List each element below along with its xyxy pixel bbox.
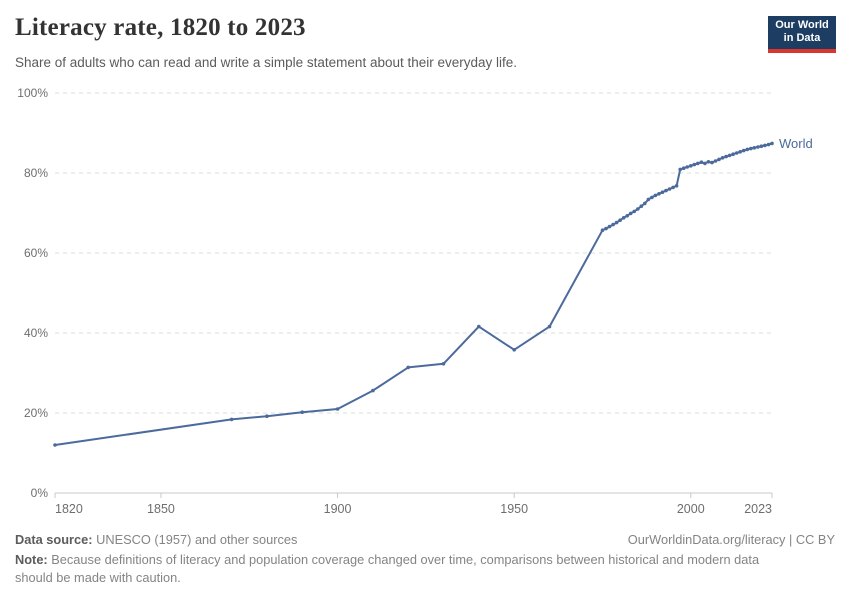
data-point <box>678 167 682 172</box>
y-tick-label: 0% <box>31 486 49 500</box>
data-point <box>749 146 753 151</box>
data-point <box>650 195 654 200</box>
data-point <box>717 157 721 162</box>
data-point <box>671 185 675 190</box>
data-point <box>646 197 651 202</box>
chart-note: Note: Because definitions of literacy an… <box>15 551 799 587</box>
data-point <box>639 204 644 208</box>
page-title: Literacy rate, 1820 to 2023 <box>15 14 306 41</box>
y-tick-label: 80% <box>24 166 48 180</box>
data-point <box>766 142 771 147</box>
owid-logo-line2: in Data <box>783 32 821 44</box>
data-point <box>53 443 57 447</box>
data-point <box>699 160 704 164</box>
data-point <box>667 187 672 191</box>
data-point <box>752 146 757 150</box>
y-tick-label: 100% <box>17 86 48 100</box>
data-point <box>713 159 718 163</box>
data-point <box>724 154 728 159</box>
data-point <box>738 150 742 154</box>
data-point <box>703 161 707 166</box>
data-point <box>441 362 446 366</box>
data-point <box>335 407 340 411</box>
note-label: Note: <box>15 552 48 567</box>
data-point <box>710 160 714 165</box>
data-point <box>628 211 633 216</box>
data-point <box>720 156 725 160</box>
data-point <box>406 365 411 370</box>
data-point <box>371 388 375 393</box>
data-point <box>618 218 622 222</box>
data-point <box>763 143 767 148</box>
data-point <box>685 165 689 169</box>
series-line-world <box>54 142 773 446</box>
data-point <box>604 226 608 231</box>
data-point <box>674 184 679 188</box>
data-point <box>731 152 735 156</box>
chart-subtitle: Share of adults who can read and write a… <box>15 55 518 70</box>
data-point <box>607 224 612 229</box>
data-point <box>621 216 626 220</box>
data-point <box>512 348 516 352</box>
license-link[interactable]: OurWorldinData.org/literacy | CC BY <box>627 532 835 547</box>
x-tick-label: 1900 <box>324 502 352 516</box>
x-tick-label: 2023 <box>744 502 772 516</box>
data-point <box>632 209 637 214</box>
x-tick-label: 1820 <box>55 502 83 516</box>
data-point <box>265 414 269 419</box>
owid-logo-line1: Our World <box>775 19 829 31</box>
data-point <box>741 148 746 153</box>
data-point <box>692 162 697 167</box>
x-tick-label: 1850 <box>147 502 175 516</box>
x-tick-label: 2000 <box>677 502 705 516</box>
data-point <box>770 141 774 146</box>
data-point <box>600 228 605 232</box>
data-point <box>706 160 711 164</box>
y-tick-label: 40% <box>24 326 48 340</box>
data-point <box>727 153 732 158</box>
data-point <box>696 161 700 166</box>
data-point <box>681 166 686 170</box>
data-point <box>734 151 739 155</box>
data-point <box>653 193 658 198</box>
y-tick-label: 20% <box>24 406 48 420</box>
data-point <box>229 417 234 422</box>
data-source-text: UNESCO (1957) and other sources <box>92 532 298 547</box>
x-tick-label: 1950 <box>500 502 528 516</box>
data-point <box>759 144 764 148</box>
data-point <box>611 222 615 227</box>
data-point <box>625 214 629 218</box>
data-point <box>664 188 668 193</box>
data-point <box>643 201 647 206</box>
data-point <box>657 192 661 196</box>
data-point <box>689 164 693 168</box>
data-point <box>745 147 750 152</box>
data-point <box>477 324 481 329</box>
series-label-world[interactable]: World <box>779 136 813 151</box>
owid-logo[interactable]: Our World in Data <box>768 16 836 53</box>
data-point <box>660 190 665 194</box>
data-point <box>614 220 619 225</box>
data-point <box>547 324 552 329</box>
data-point <box>756 145 760 149</box>
note-text: Because definitions of literacy and popu… <box>15 552 760 586</box>
y-tick-label: 60% <box>24 246 48 260</box>
data-source-label: Data source: <box>15 532 93 547</box>
data-source-line: Data source: UNESCO (1957) and other sou… <box>15 531 297 550</box>
data-point <box>300 410 305 415</box>
data-point <box>636 207 640 211</box>
literacy-line-chart: 0% 20% 40% 60% 80% 100% 1820 1850 1900 1950 2000 20… <box>17 86 813 516</box>
